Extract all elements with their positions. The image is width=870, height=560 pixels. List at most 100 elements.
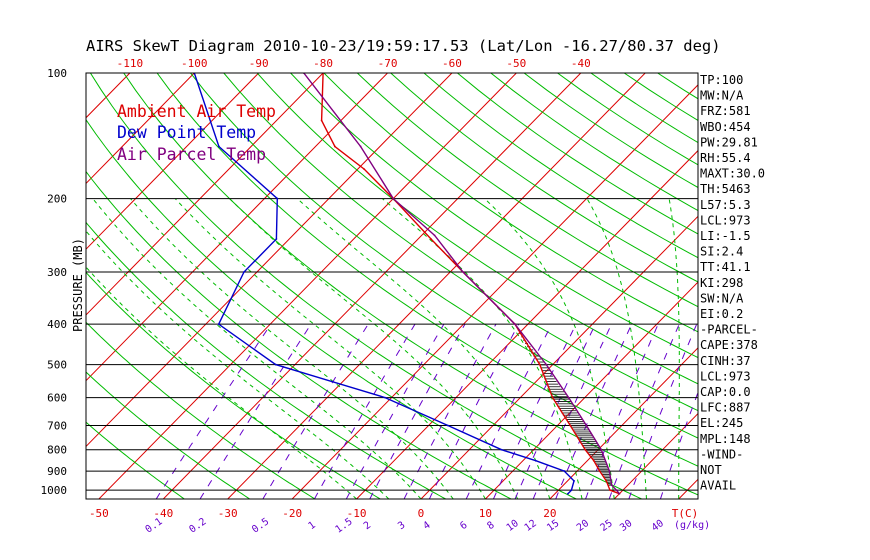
stat-entry: RH:55.4 bbox=[700, 151, 751, 165]
dry-adiabat-line bbox=[190, 73, 698, 439]
stat-entry: FRZ:581 bbox=[700, 104, 751, 118]
mixing-ratio-label: 6 bbox=[458, 520, 469, 532]
stat-entry: MW:N/A bbox=[700, 89, 744, 103]
mixing-ratio-label: 0.2 bbox=[187, 516, 208, 535]
legend: Ambient Air Temp Dew Point Temp Air Parc… bbox=[117, 102, 276, 164]
isotherm-line bbox=[86, 73, 453, 448]
mixing-ratio-line bbox=[514, 323, 596, 499]
stat-entry: LCL:973 bbox=[700, 213, 751, 227]
stat-entry: EI:0.2 bbox=[700, 307, 743, 321]
mixing-ratio-label: 0.5 bbox=[250, 516, 271, 535]
bottom-temp-tick-label: -10 bbox=[347, 507, 367, 520]
data-point bbox=[598, 470, 601, 472]
dry-adiabat-line bbox=[86, 371, 250, 499]
mixing-ratio-line bbox=[585, 323, 659, 499]
dry-adiabat-line bbox=[290, 73, 698, 359]
data-point bbox=[217, 323, 220, 326]
top-temp-tick-label: -90 bbox=[249, 57, 269, 70]
isotherm-line bbox=[0, 73, 65, 499]
mixing-ratio-label: 40 bbox=[650, 518, 666, 534]
dry-adiabat-line bbox=[89, 73, 642, 499]
data-point bbox=[615, 489, 618, 492]
mixing-ratio-label: 15 bbox=[545, 518, 561, 534]
pressure-tick-label: 600 bbox=[47, 392, 67, 405]
dry-adiabat-line bbox=[423, 73, 698, 259]
chart-title: AIRS SkewT Diagram 2010-10-23/19:59:17.5… bbox=[86, 37, 721, 55]
data-point bbox=[569, 424, 572, 427]
data-point bbox=[392, 197, 395, 200]
mixing-ratio-line bbox=[608, 323, 680, 499]
isotherm-line bbox=[227, 73, 646, 499]
plot-frame bbox=[85, 72, 699, 500]
stat-entry: CAPE:378 bbox=[700, 338, 758, 352]
bottom-temp-tick-label: -20 bbox=[282, 507, 302, 520]
pressure-tick-label: 500 bbox=[47, 359, 67, 372]
isotherm-line bbox=[613, 412, 698, 499]
data-point bbox=[384, 396, 386, 399]
bottom-temp-units-label: T(C) bbox=[672, 507, 699, 520]
stat-entry: L57:5.3 bbox=[700, 198, 751, 212]
stat-entry: EL:245 bbox=[700, 416, 743, 430]
isotherm-line bbox=[0, 73, 1, 499]
mixing-ratio-line bbox=[313, 323, 416, 499]
bottom-temp-tick-label: -40 bbox=[153, 507, 173, 520]
stat-entry: TP:100 bbox=[700, 73, 743, 87]
data-point bbox=[609, 489, 611, 492]
y-axis-label: PRESSURE (MB) bbox=[71, 238, 85, 332]
data-point bbox=[618, 492, 621, 495]
data-point bbox=[538, 363, 541, 366]
top-temp-tick-label: -100 bbox=[181, 57, 208, 70]
pressure-tick-label: 300 bbox=[47, 266, 67, 279]
mixing-ratio-line bbox=[345, 323, 445, 499]
data-point bbox=[573, 479, 575, 482]
dry-adiabat-line bbox=[323, 73, 698, 333]
isotherm-line bbox=[86, 73, 324, 316]
stat-entry: LFC:887 bbox=[700, 401, 751, 415]
stat-entry: WBO:454 bbox=[700, 120, 751, 134]
data-point bbox=[218, 145, 220, 148]
ambient-temp-line bbox=[320, 73, 620, 495]
isotherm-line bbox=[86, 73, 260, 250]
dry-adiabat-line bbox=[356, 73, 698, 308]
data-point bbox=[605, 479, 608, 482]
dry-adiabat-line bbox=[86, 421, 185, 499]
data-point bbox=[567, 396, 570, 399]
moist-adiabat-line bbox=[296, 198, 551, 499]
pressure-tick-label: 800 bbox=[47, 444, 67, 457]
top-temp-tick-label: -40 bbox=[571, 57, 591, 70]
pressure-tick-label: 700 bbox=[47, 420, 67, 433]
top-temp-tick-label: -80 bbox=[313, 57, 333, 70]
moist-adiabat-line bbox=[484, 198, 615, 499]
mixing-ratio-line bbox=[428, 323, 520, 499]
isotherm-line bbox=[420, 215, 698, 499]
dry-adiabat-line bbox=[223, 73, 698, 412]
legend-air-parcel-temp: Air Parcel Temp bbox=[117, 145, 266, 164]
stat-entry: MAXT:30.0 bbox=[700, 167, 765, 181]
stat-entry: SI:2.4 bbox=[700, 245, 743, 259]
top-temp-tick-label: -60 bbox=[442, 57, 462, 70]
dry-adiabat-line bbox=[156, 73, 698, 467]
mixing-ratio-line bbox=[628, 324, 698, 499]
pressure-tick-label: 900 bbox=[47, 465, 67, 478]
top-temp-tick-label: -110 bbox=[117, 57, 144, 70]
moist-adiabat-line bbox=[130, 198, 454, 499]
pressure-tick-label: 1000 bbox=[41, 484, 68, 497]
data-point bbox=[600, 448, 603, 451]
moist-adiabat-line bbox=[174, 198, 486, 499]
mixing-ratio-label: 25 bbox=[599, 518, 615, 534]
data-point bbox=[462, 271, 464, 273]
stat-entry: AVAIL bbox=[700, 479, 736, 493]
data-point bbox=[570, 489, 573, 492]
mixing-ratio-label: 30 bbox=[618, 518, 634, 534]
data-point bbox=[566, 492, 569, 495]
legend-ambient-air-temp: Ambient Air Temp bbox=[117, 102, 276, 121]
data-point bbox=[584, 448, 587, 451]
stat-entry: -WIND- bbox=[700, 447, 743, 461]
isotherm-line bbox=[162, 73, 582, 499]
data-point bbox=[333, 145, 336, 148]
mixing-ratio-label: 1 bbox=[307, 520, 318, 532]
stat-entry: -PARCEL- bbox=[700, 323, 758, 337]
mixing-ratio-line bbox=[465, 323, 553, 499]
